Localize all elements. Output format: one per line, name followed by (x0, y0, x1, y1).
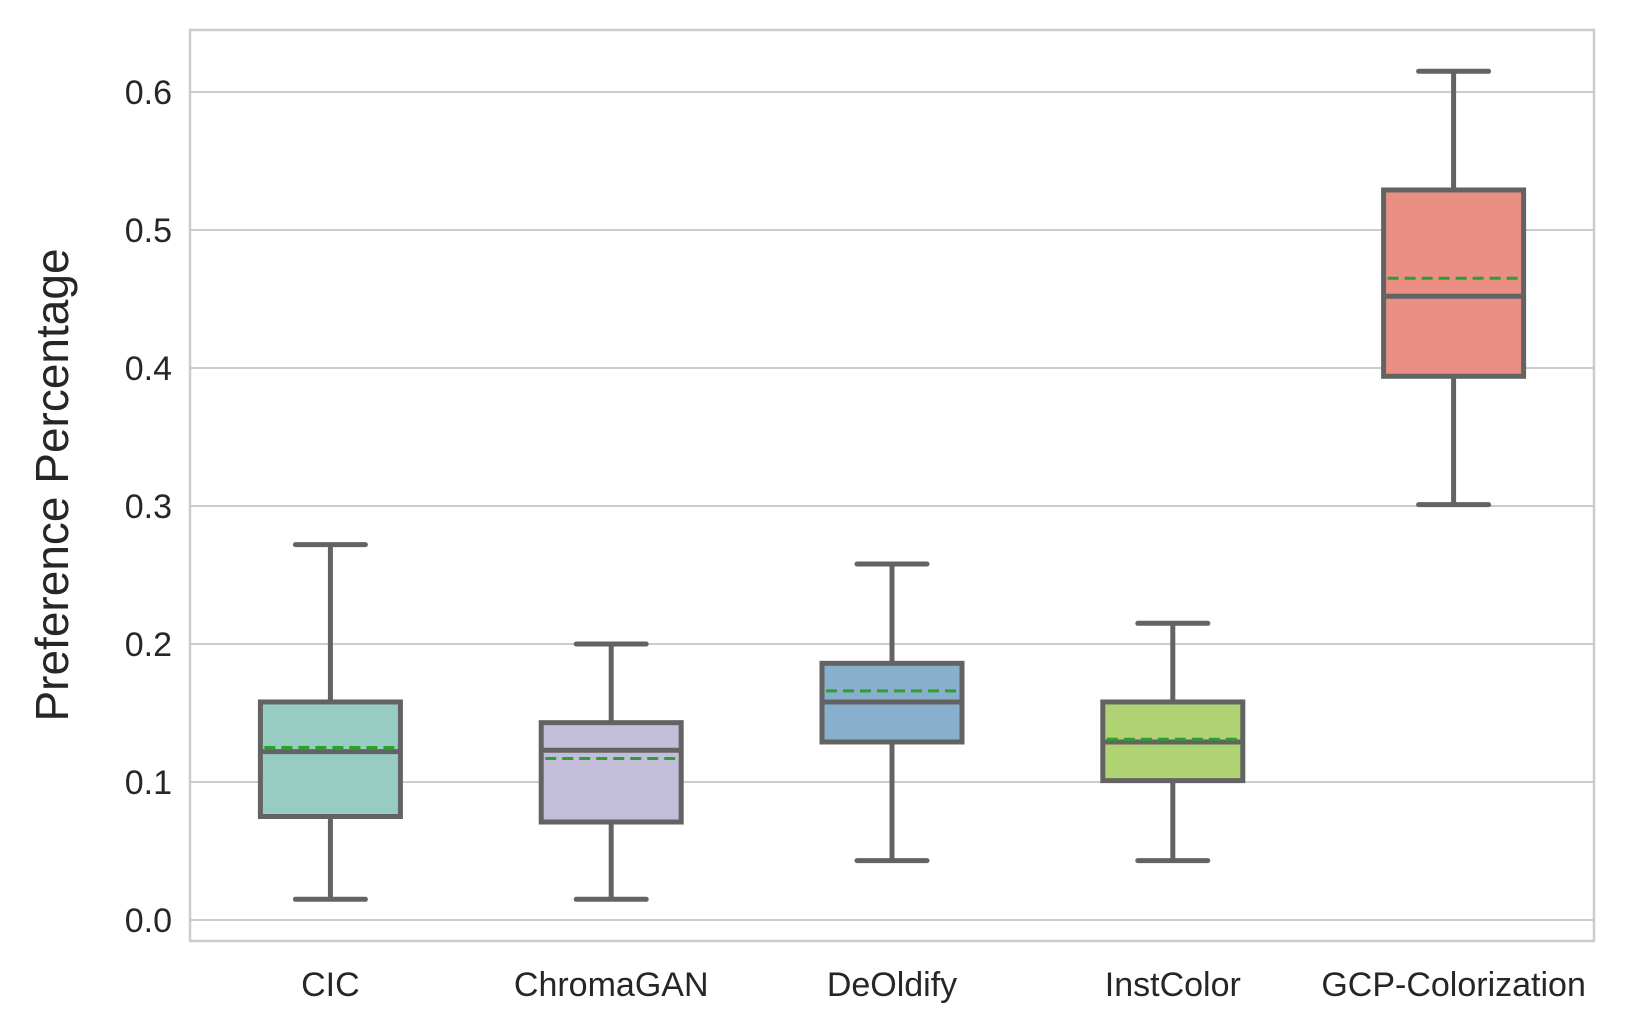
y-tick-label: 0.1 (125, 764, 172, 802)
y-tick-label: 0.3 (125, 488, 172, 526)
plot-frame (188, 28, 1596, 943)
y-axis-label: Preference Percentage (26, 248, 78, 721)
x-tick-label: DeOldify (827, 966, 957, 1004)
x-tick-label: GCP-Colorization (1321, 966, 1586, 1004)
x-tick-label: CIC (301, 966, 360, 1004)
box-gcp-colorization (1381, 68, 1527, 508)
y-tick-label: 0.6 (125, 74, 172, 112)
x-tick-label: InstColor (1105, 966, 1241, 1004)
iqr-box (538, 720, 684, 825)
iqr-box (1381, 187, 1527, 379)
y-tick-label: 0.5 (125, 212, 172, 250)
x-tick-labels: CIC ChromaGAN DeOldify InstColor GCP-Coloriz… (301, 966, 1586, 1004)
box-cic (257, 542, 403, 902)
y-tick-label: 0.0 (125, 902, 172, 940)
x-tick-label: ChromaGAN (514, 966, 709, 1004)
box-deoldify (819, 561, 965, 864)
y-tick-label: 0.4 (125, 350, 172, 388)
box-instcolor (1100, 620, 1246, 864)
y-tick-labels: 0.0 0.1 0.2 0.3 0.4 0.5 0.6 (125, 74, 172, 940)
iqr-box (257, 699, 403, 820)
box-chromagan (538, 641, 684, 902)
y-tick-label: 0.2 (125, 626, 172, 664)
boxes (257, 68, 1527, 902)
